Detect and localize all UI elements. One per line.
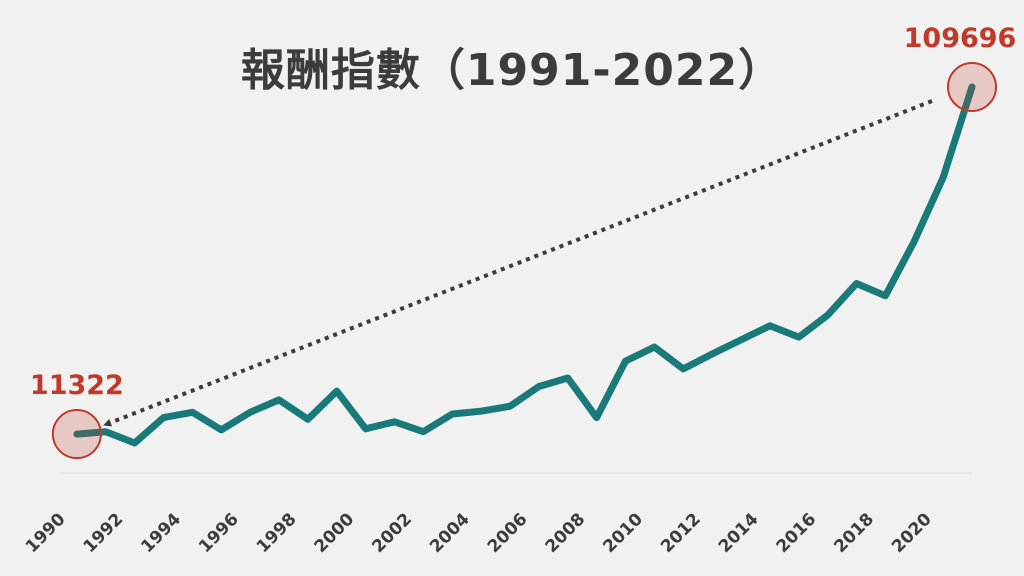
x-tick-label: 1996 <box>195 509 243 557</box>
x-tick-label: 2006 <box>484 509 532 557</box>
data-label: 109696 <box>904 23 1017 54</box>
x-tick-label: 2008 <box>542 509 590 557</box>
x-axis-ticks: 1990 1992 1994 1996 1998 2000 2002 2004 2006 2008… <box>22 509 936 557</box>
highlight-circle <box>51 409 102 460</box>
x-tick-label: 2004 <box>426 509 474 557</box>
x-tick-label: 2016 <box>773 509 821 557</box>
annotations: 11322 109696 <box>30 23 1017 460</box>
series-line <box>73 83 976 447</box>
x-tick-label: 1998 <box>253 509 301 557</box>
x-tick-label: 2018 <box>830 509 878 557</box>
series-polyline <box>73 83 976 447</box>
data-label: 11322 <box>30 370 124 401</box>
highlight-circle <box>947 61 997 112</box>
chart-title: 報酬指數（1991-2022） <box>240 45 784 96</box>
x-tick-label: 2020 <box>888 509 936 557</box>
x-tick-label: 1994 <box>137 509 185 557</box>
x-tick-label: 2010 <box>599 509 647 557</box>
trend-arrow-line <box>103 99 933 427</box>
x-tick-label: 1990 <box>22 509 70 557</box>
x-tick-label: 2002 <box>368 509 416 557</box>
x-tick-label: 2014 <box>715 509 763 557</box>
x-tick-label: 2012 <box>657 509 705 557</box>
x-tick-label: 1992 <box>80 509 128 557</box>
trend-arrow <box>103 99 933 427</box>
x-tick-label: 2000 <box>311 509 359 557</box>
